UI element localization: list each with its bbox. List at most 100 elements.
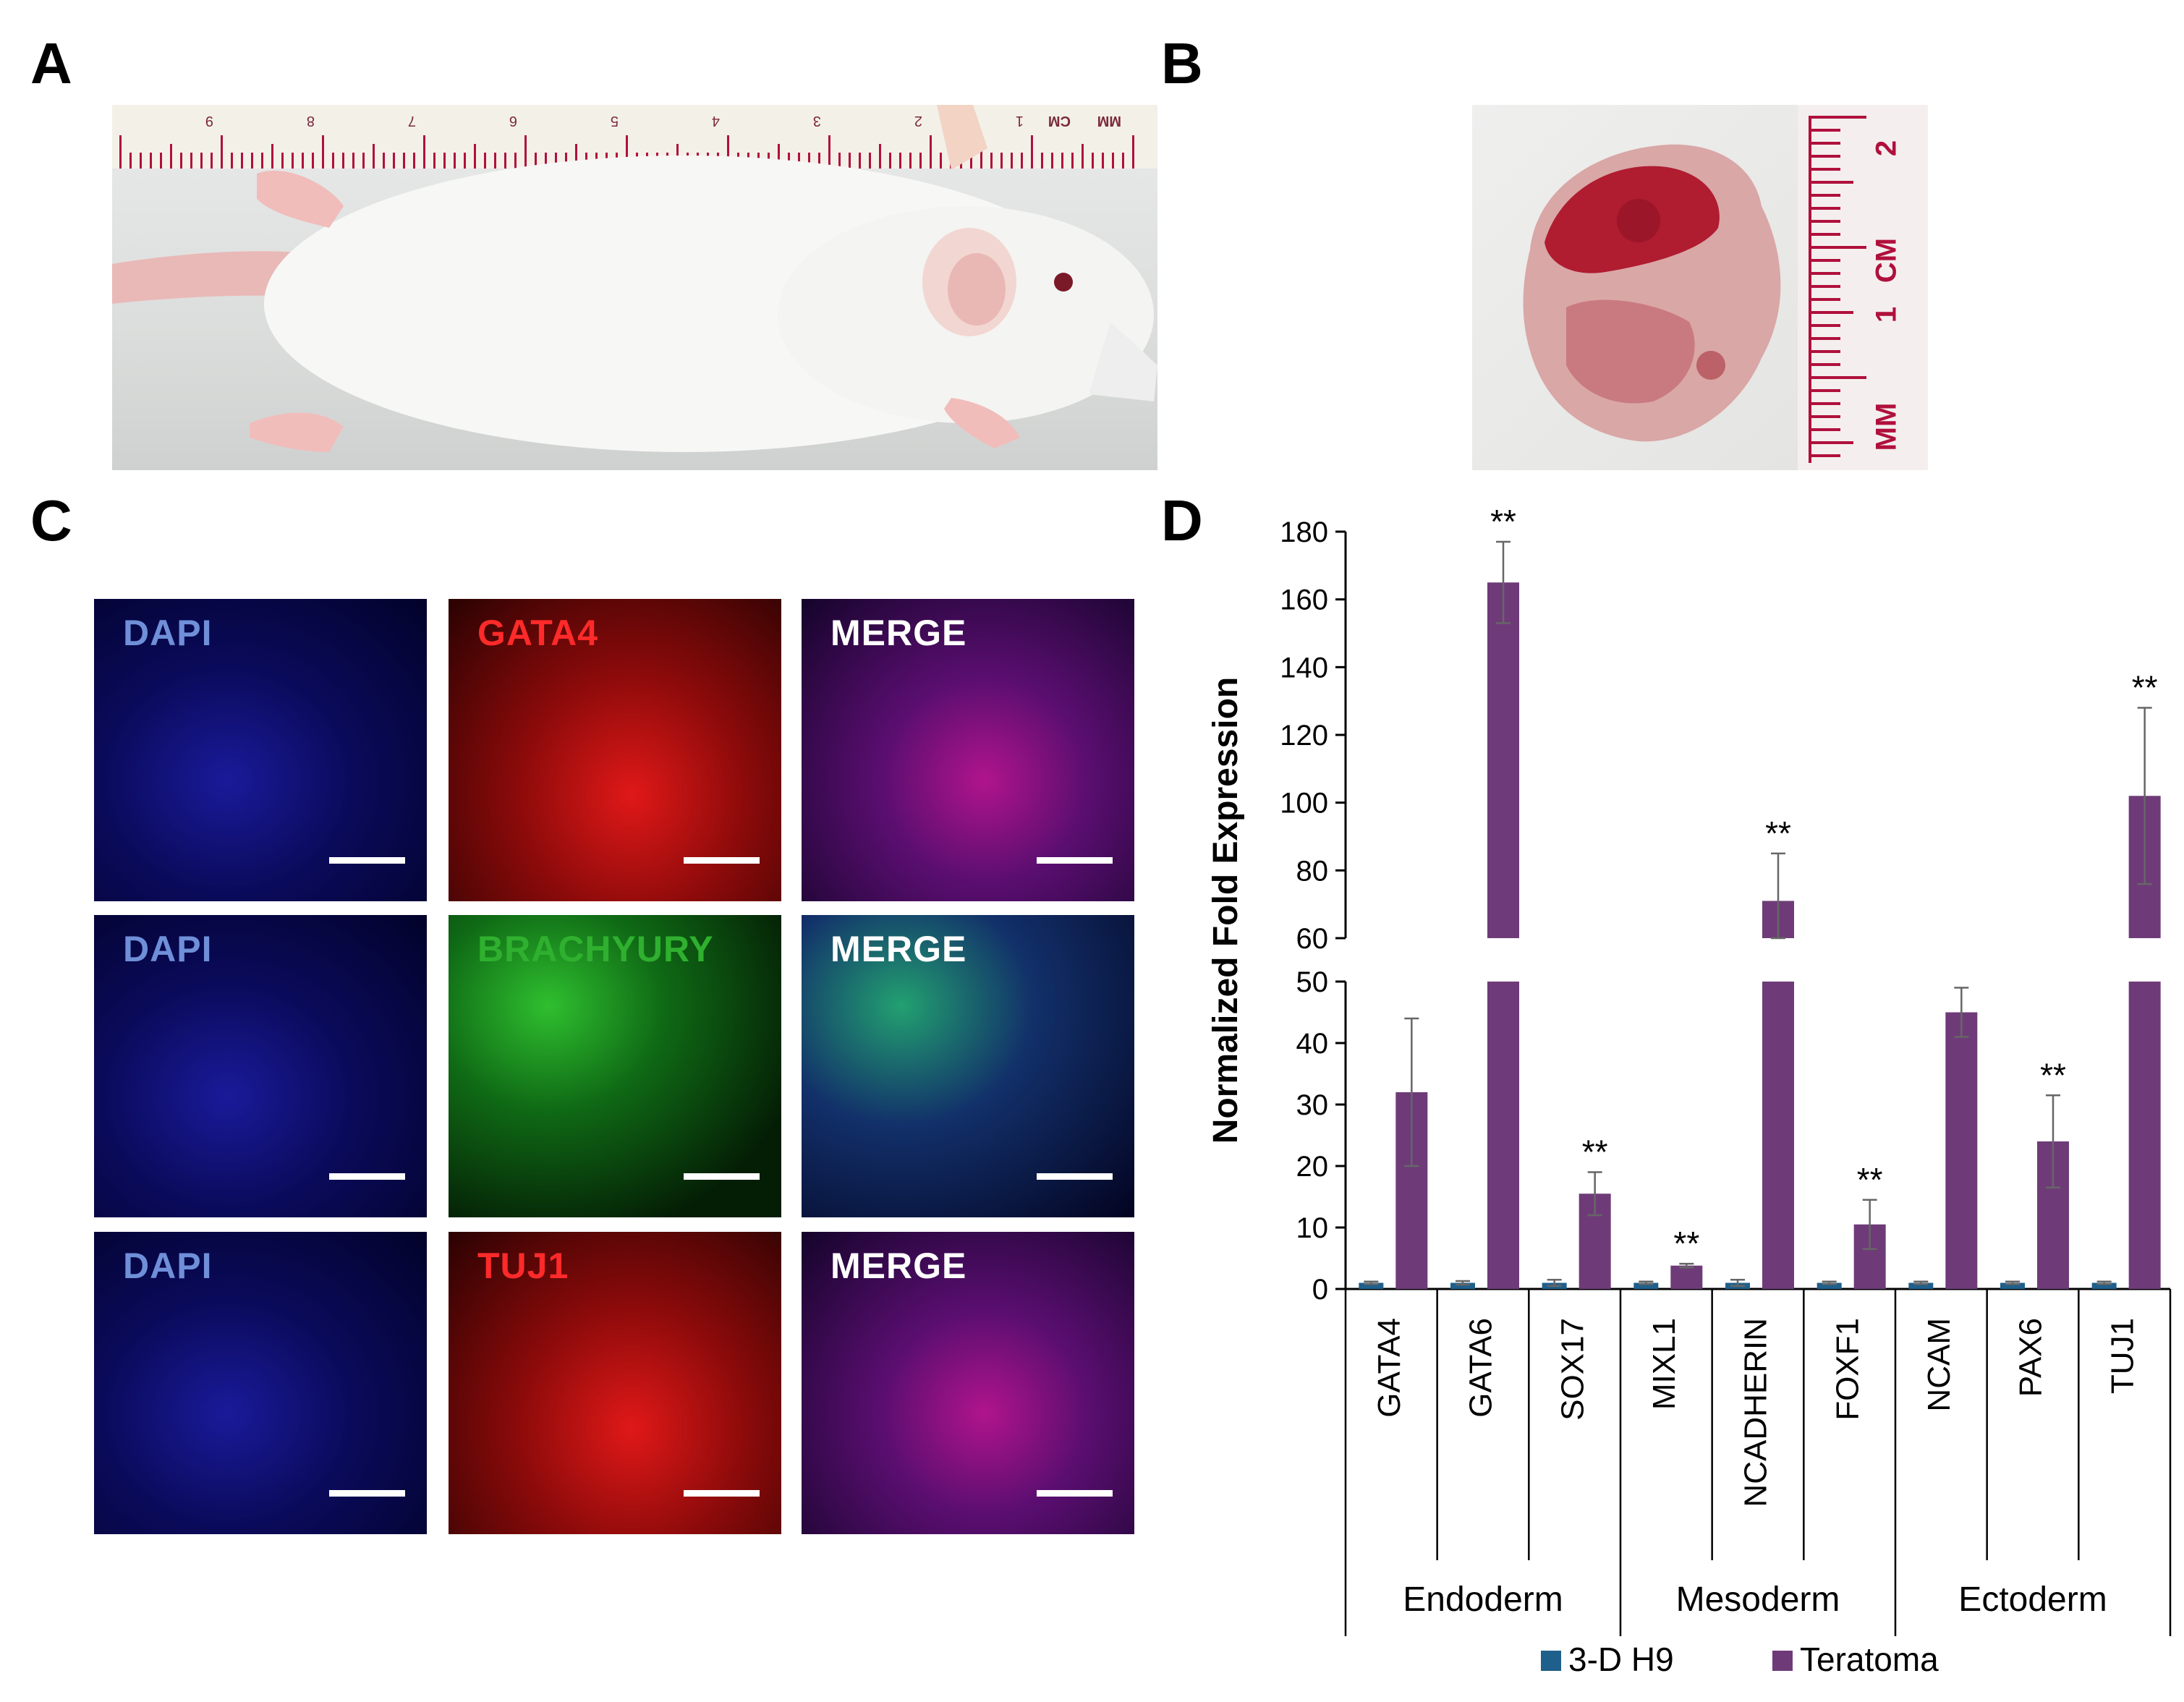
ruler-a-tick <box>119 135 122 169</box>
y-tick-label: 50 <box>1296 966 1329 998</box>
ruler-a-tick <box>362 153 365 169</box>
ruler-a-tick <box>322 135 324 169</box>
ruler-a-tick <box>919 153 922 169</box>
x-category-label: MIXL1 <box>1647 1318 1682 1410</box>
significance-marker: ** <box>1857 1161 1883 1199</box>
ruler-a-tick <box>373 144 375 169</box>
fold-expression-chart: 0 10 20 30 40 50 60 80 100 120 140 160 180 Normalized… <box>1207 503 2172 1678</box>
microscopy-stain-tile-row2: BRACHYURY <box>449 915 781 1217</box>
ruler-a-tick <box>140 153 142 169</box>
bar-teratoma <box>1670 1265 1703 1289</box>
ruler-a-tick <box>1122 153 1124 169</box>
ruler-a-tick <box>1011 153 1013 169</box>
ruler-a-tick <box>879 144 881 169</box>
microscopy-merge-tile-row3: MERGE <box>802 1232 1134 1534</box>
ruler-b-number: 2 <box>1871 140 1903 156</box>
group-label: Ectoderm <box>1958 1580 2107 1619</box>
ruler-b-spine <box>1809 116 1811 463</box>
ruler-a-tick <box>1092 153 1094 169</box>
ruler-b-number: 1 <box>1871 307 1903 323</box>
ruler-b-tick <box>1809 363 1840 366</box>
ruler-a-tick <box>545 153 547 169</box>
ruler-a-tick <box>1132 135 1134 169</box>
ruler-a-tick <box>1071 153 1074 169</box>
ruler-a-tick <box>352 153 354 169</box>
ruler-a-tick <box>524 135 527 169</box>
significance-marker: ** <box>2040 1056 2066 1094</box>
tile-label: TUJ1 <box>477 1246 569 1286</box>
ruler-a-number: 8 <box>307 113 315 129</box>
ruler-a-tick <box>302 153 304 169</box>
ruler-a-mm-label: MM <box>1097 113 1121 129</box>
ruler-b-tick <box>1809 428 1840 431</box>
ruler-b-tick <box>1809 376 1866 379</box>
ruler-a-number: 2 <box>914 113 922 129</box>
legend-swatch-teratoma <box>1772 1651 1793 1671</box>
ruler-a-tick <box>555 153 557 169</box>
tile-label: DAPI <box>123 929 213 969</box>
ruler-a-tick <box>1031 135 1033 169</box>
ruler-a-number: 1 <box>1016 113 1024 129</box>
ruler-b-mm-label: MM <box>1871 403 1903 451</box>
ruler-b-tick <box>1809 155 1840 158</box>
ruler-a-tick <box>160 153 162 169</box>
legend-label-teratoma: Teratoma <box>1800 1641 1939 1678</box>
y-tick-label: 140 <box>1280 652 1328 684</box>
ruler-b-cm-label: CM <box>1871 238 1903 283</box>
ruler-b-tick <box>1809 233 1840 236</box>
tile-label: DAPI <box>123 613 213 653</box>
ruler-a-tick <box>393 153 395 169</box>
ruler-a-tick <box>271 144 273 169</box>
group-label: Endoderm <box>1403 1580 1563 1619</box>
ruler-a-number: 3 <box>813 113 821 129</box>
ruler-a-tick <box>818 153 820 169</box>
ruler-a-tick <box>930 135 932 169</box>
microscopy-dapi-tile-row1: DAPI <box>94 599 427 901</box>
bar-teratoma <box>1762 982 1794 1289</box>
ruler-a-tick <box>1061 153 1063 169</box>
ruler-a-tick <box>211 153 213 169</box>
scale-bar <box>1037 1490 1113 1497</box>
y-tick-label: 0 <box>1312 1274 1328 1306</box>
x-category-label: PAX6 <box>2013 1318 2049 1397</box>
ruler-a-tick <box>899 153 901 169</box>
microscopy-merge-tile-row2: MERGE <box>802 915 1134 1217</box>
microscopy-dapi-tile-row3: DAPI <box>94 1232 427 1534</box>
ruler-b-tick <box>1809 350 1840 353</box>
bar-3d-h9 <box>1450 1282 1475 1289</box>
ruler-a-tick <box>231 153 233 169</box>
scale-bar <box>684 1490 760 1497</box>
ruler-a-tick <box>150 153 152 169</box>
tile-label: MERGE <box>830 929 967 969</box>
ruler-a-tick <box>727 135 729 169</box>
ruler-a-tick <box>129 153 132 169</box>
y-tick-label: 160 <box>1280 584 1328 616</box>
ruler-b-tick <box>1809 116 1866 119</box>
microscopy-stain-tile-row1: GATA4 <box>449 599 781 901</box>
legend-label-3d-h9: 3-D H9 <box>1568 1641 1674 1678</box>
x-category-label: TUJ1 <box>2104 1318 2140 1394</box>
teratoma-photo: 2 CM 1 MM <box>1472 105 1928 470</box>
ruler-b-tick <box>1809 298 1840 301</box>
ruler-a-tick <box>970 153 972 169</box>
tile-label: MERGE <box>830 1246 967 1286</box>
ruler-b-tick <box>1809 324 1840 327</box>
x-category-label: GATA4 <box>1372 1318 1407 1418</box>
ruler-a-tick <box>849 153 851 169</box>
ruler-a-tick <box>869 153 871 169</box>
ruler-b-tick <box>1809 285 1840 288</box>
ruler-a-tick <box>909 153 912 169</box>
ruler-a-tick <box>778 144 780 169</box>
ruler-a-number: 9 <box>205 113 213 129</box>
scale-bar <box>329 1173 405 1180</box>
ruler-a-tick <box>980 144 982 169</box>
bar-teratoma-upper <box>1487 582 1519 938</box>
ruler-a-tick <box>828 135 830 169</box>
y-tick-label: 20 <box>1296 1151 1329 1183</box>
bar-3d-h9 <box>2000 1282 2025 1289</box>
ruler-b-tick <box>1809 337 1840 340</box>
tile-label: BRACHYURY <box>477 929 714 969</box>
ruler-b-tick <box>1809 129 1840 132</box>
bar-3d-h9 <box>1633 1282 1659 1289</box>
scale-bar <box>684 1173 760 1180</box>
